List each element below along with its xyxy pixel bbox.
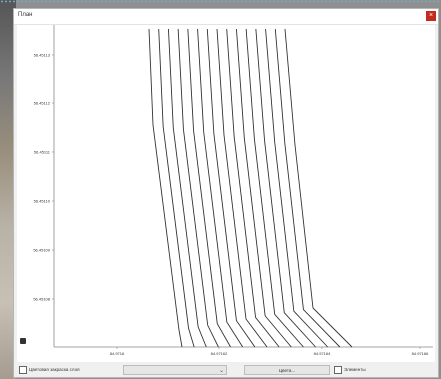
series-line [255, 28, 316, 348]
colors-button[interactable]: Цвета... [244, 365, 330, 375]
color-fill-checkbox[interactable] [19, 366, 27, 374]
series-line [197, 28, 244, 348]
elements-label: Элементы [344, 367, 366, 372]
title-bar[interactable]: План × [14, 9, 438, 25]
series-line [167, 28, 207, 348]
plot-area[interactable]: 56.45113 56.45112 56.45111 56.45110 56.45109… [17, 25, 435, 362]
background-photo [0, 0, 16, 379]
series-line [206, 28, 256, 348]
y-tick-label: 56.45113 [34, 53, 51, 58]
x-tick-label: 84.9716 [110, 351, 125, 356]
plan-chart: 56.45113 56.45112 56.45111 56.45110 56.45109… [33, 25, 433, 356]
y-tick-label: 56.45109 [33, 248, 50, 253]
series-line [265, 28, 329, 348]
elements-checkbox[interactable] [334, 366, 342, 374]
color-fill-label: Цветовая закраска слоя [29, 367, 80, 372]
corner-icon[interactable] [20, 338, 26, 344]
x-tick-label: 84.97166 [412, 351, 429, 356]
window-title: План [18, 12, 33, 18]
series-line [148, 28, 183, 348]
series-line [158, 28, 195, 348]
y-tick-label: 56.45108 [33, 297, 50, 302]
series-line [284, 28, 353, 348]
series-line [177, 28, 219, 348]
series-line [216, 28, 268, 348]
series-line [245, 28, 304, 348]
y-tick-label: 56.45110 [34, 199, 51, 204]
series-line [226, 28, 280, 348]
series-line [235, 28, 292, 348]
layer-combo[interactable]: ⌄ [123, 365, 227, 375]
series-line [274, 28, 341, 348]
x-tick-label: 84.97162 [211, 351, 228, 356]
x-tick-label: 84.97164 [314, 351, 331, 356]
close-button[interactable]: × [426, 11, 436, 21]
y-tick-label: 56.45111 [34, 150, 51, 155]
plan-window: План × 56.45113 56.45112 56.45111 56.45110 5… [13, 8, 439, 378]
series-line [187, 28, 231, 348]
chevron-down-icon: ⌄ [218, 368, 224, 374]
y-tick-label: 56.45112 [34, 101, 51, 106]
bottom-toolbar: Цветовая закраска слоя ⌄ Цвета... Элемен… [14, 363, 438, 378]
selection-border [0, 0, 441, 3]
